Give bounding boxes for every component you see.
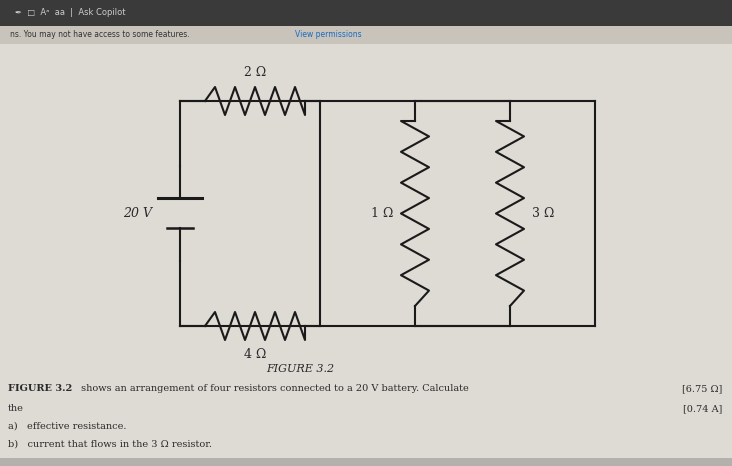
FancyBboxPatch shape [0, 0, 732, 26]
Text: FIGURE 3.2: FIGURE 3.2 [8, 384, 72, 393]
Text: [6.75 Ω]: [6.75 Ω] [681, 384, 722, 393]
Text: [0.74 A]: [0.74 A] [683, 404, 722, 413]
Text: 1 Ω: 1 Ω [370, 207, 393, 220]
Text: 20 V: 20 V [124, 206, 152, 219]
Text: View permissions: View permissions [295, 30, 362, 40]
Text: shows an arrangement of four resistors connected to a 20 V battery. Calculate: shows an arrangement of four resistors c… [78, 384, 468, 393]
Text: ✒  □  Aᵃ  aa  |  Ask Copilot: ✒ □ Aᵃ aa | Ask Copilot [15, 8, 125, 17]
Text: 2 Ω: 2 Ω [244, 66, 266, 79]
Text: b)   current that flows in the 3 Ω resistor.: b) current that flows in the 3 Ω resisto… [8, 440, 212, 449]
Text: FIGURE 3.2: FIGURE 3.2 [266, 364, 334, 374]
Text: 4 Ω: 4 Ω [244, 348, 266, 361]
FancyBboxPatch shape [0, 458, 732, 466]
Text: 3 Ω: 3 Ω [532, 207, 554, 220]
Text: the: the [8, 404, 24, 413]
Text: a)   effective resistance.: a) effective resistance. [8, 422, 127, 431]
FancyBboxPatch shape [0, 26, 732, 44]
Text: ns. You may not have access to some features.: ns. You may not have access to some feat… [10, 30, 190, 40]
